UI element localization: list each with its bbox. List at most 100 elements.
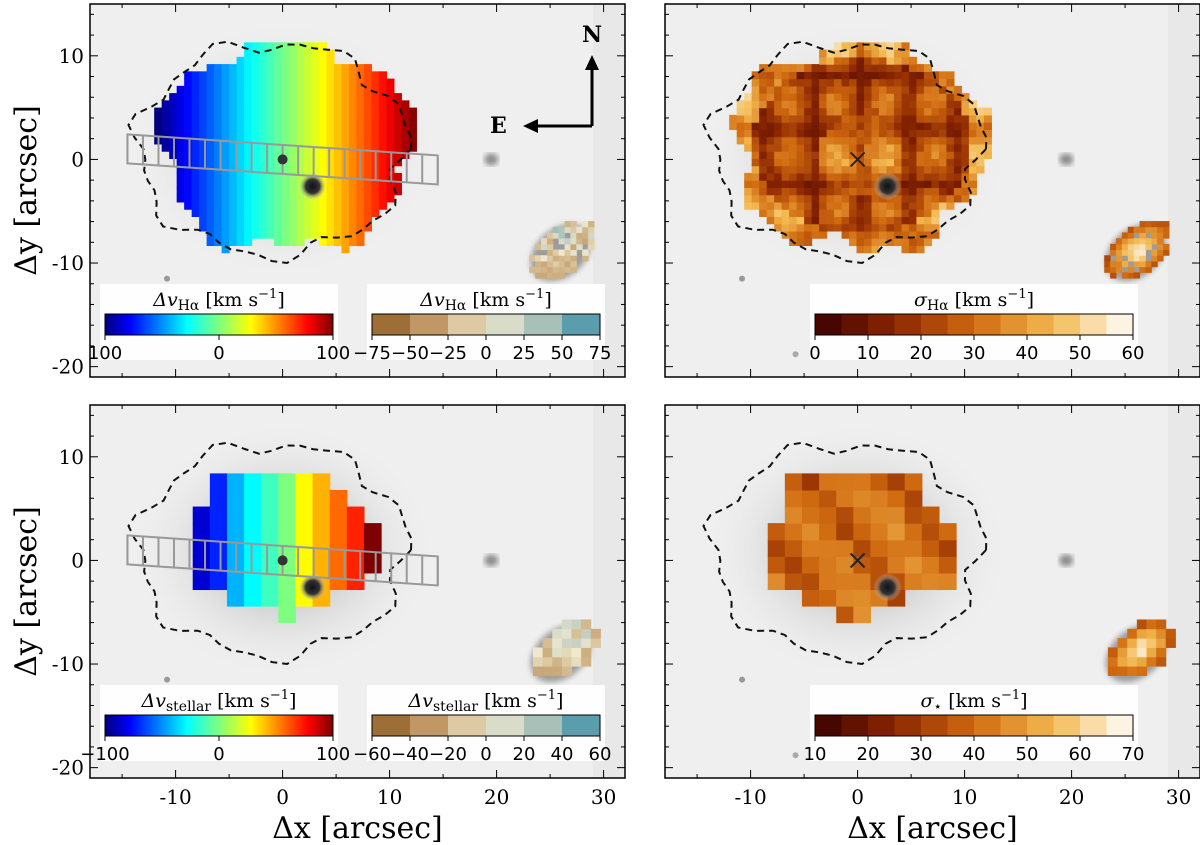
y-axis-label: Δy [arcsec] — [9, 506, 44, 677]
colorbar-step — [1080, 314, 1107, 335]
axes-frame — [89, 3, 626, 378]
colorbar-step — [841, 314, 869, 335]
x-axis-label: Δx [arcsec] — [847, 811, 1018, 845]
colorbar-step — [372, 715, 411, 736]
companion-map — [1104, 221, 1170, 279]
colorbar-tick-label: 60 — [1122, 343, 1145, 364]
x-tick-label: 20 — [1059, 785, 1084, 809]
colorbar-step — [486, 715, 525, 736]
colorbar-jet: Δvstellar [km s−1] −100 0 100 — [80, 685, 350, 765]
x-tick-label: 0 — [851, 785, 864, 809]
y-axis-label: Δy [arcsec] — [9, 105, 44, 276]
colorbar-afmhot: σHα [km s−1] 0 10 20 30 40 50 60 — [809, 284, 1144, 364]
x-tick-label: 30 — [1166, 785, 1191, 809]
colorbar-tick-label: 0 — [213, 343, 224, 364]
colorbar-step — [410, 715, 449, 736]
colorbar-step — [410, 314, 449, 335]
colorbar-tick-label: 25 — [513, 343, 536, 364]
y-tick-label: 10 — [59, 44, 84, 68]
axis-ticks — [90, 4, 625, 377]
colorbar-step — [974, 715, 1001, 736]
colorbar-step — [524, 314, 563, 335]
colorbar-step — [562, 314, 601, 335]
x-tick-label: -10 — [159, 785, 191, 809]
colorbar-label: ΔvHα [km s−1] — [152, 287, 285, 314]
colorbar-tick-label: −60 — [353, 744, 391, 765]
isophote-contour — [702, 441, 988, 665]
colorbar-tick-label: 40 — [551, 744, 574, 765]
foreground-star — [873, 573, 902, 602]
colorbar-brownteal: Δvstellar [km s−1] −60 −40 −20 0 20 40 60 — [353, 685, 611, 765]
background-source — [164, 676, 171, 683]
colorbar-tick-label: 0 — [809, 343, 820, 364]
colorbar-step — [921, 314, 948, 335]
colorbar-step — [894, 314, 922, 335]
colorbar-tick-label: 10 — [857, 343, 880, 364]
y-tick-label: -10 — [52, 251, 84, 275]
center-dot-marker — [277, 555, 288, 566]
background-source — [792, 752, 799, 759]
colorbar-tick-label: 60 — [589, 744, 612, 765]
y-tick-label: 0 — [71, 147, 84, 171]
colorbar-afmhot: σ⋆ [km s−1] 10 20 30 40 50 60 70 — [804, 685, 1144, 765]
compass-north-label: N — [582, 22, 602, 48]
y-tick-label: -20 — [52, 756, 84, 780]
compass: NE — [490, 22, 602, 139]
colorbar-tick-label: −75 — [353, 343, 391, 364]
colorbar-label: ΔvHα [km s−1] — [419, 287, 552, 314]
colorbar-step — [815, 314, 842, 335]
colorbar-step — [448, 314, 487, 335]
colorbar-step — [1053, 715, 1081, 736]
background-source — [792, 351, 799, 358]
x-tick-label: -10 — [734, 785, 766, 809]
colorbar-jet: ΔvHα [km s−1] 100 0 100 — [88, 284, 350, 364]
axes-frame — [664, 3, 1200, 378]
colorbar-tick-label: 50 — [1016, 744, 1039, 765]
colorbar-tick-label: 100 — [316, 744, 350, 765]
panel-top-right: σHα [km s−1] 0 10 20 30 40 50 60 — [664, 3, 1200, 378]
colorbar-step — [1000, 715, 1028, 736]
colorbar-step — [894, 715, 922, 736]
axis-ticks — [665, 4, 1200, 377]
colorbar-tick-label: 20 — [513, 744, 536, 765]
colorbar-tick-label: 10 — [804, 744, 827, 765]
background-source — [484, 153, 499, 166]
colorbar-step — [921, 715, 948, 736]
colorbar-tick-label: 0 — [213, 744, 224, 765]
kinematic-map — [767, 473, 957, 624]
companion-map — [532, 619, 601, 676]
colorbar-step — [974, 314, 1001, 335]
colorbar-tick-label: 0 — [480, 744, 491, 765]
colorbar-step — [1106, 715, 1134, 736]
detector-edge — [1167, 405, 1200, 778]
colorbar-step — [841, 715, 869, 736]
x-tick-label: 10 — [377, 785, 402, 809]
colorbar-tick-label: 50 — [1069, 343, 1092, 364]
foreground-star — [298, 573, 327, 602]
colorbar-tick-label: −100 — [80, 744, 129, 765]
colorbar-tick-label: 20 — [857, 744, 880, 765]
colorbar-step — [448, 715, 487, 736]
colorbar-tick-label: 40 — [963, 744, 986, 765]
colorbar-step — [524, 715, 563, 736]
detector-edge — [1167, 4, 1200, 377]
colorbar-step — [1000, 314, 1028, 335]
colorbar-tick-label: 100 — [88, 343, 122, 364]
x-tick-label: 10 — [952, 785, 977, 809]
center-cross-marker — [849, 151, 866, 168]
colorbar-step — [372, 314, 411, 335]
colorbar-tick-label: 40 — [1016, 343, 1039, 364]
colorbar-tick-label: −20 — [429, 744, 467, 765]
kinematic-map — [729, 42, 992, 254]
colorbar-step — [486, 314, 525, 335]
long-slit — [126, 534, 439, 587]
center-dot-marker — [277, 154, 288, 165]
colorbar-tick-label: −40 — [391, 744, 429, 765]
colorbar-step — [868, 715, 895, 736]
background-source — [164, 275, 171, 282]
isophote-contour — [702, 40, 988, 264]
colorbar-gradient — [104, 313, 334, 336]
colorbar-step — [947, 715, 975, 736]
